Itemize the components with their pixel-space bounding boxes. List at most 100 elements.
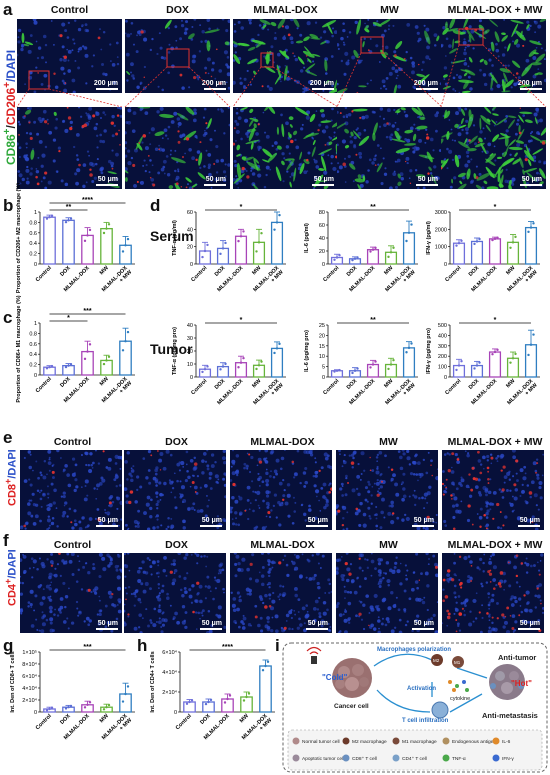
data-point: [460, 239, 463, 242]
data-point: [50, 214, 54, 217]
y-tick-label: 6×10⁴: [22, 673, 37, 680]
y-tick-label: 20: [319, 249, 325, 255]
data-point: [514, 235, 517, 239]
a-header-combo: MLMAL-DOX + MW: [447, 4, 543, 16]
data-point: [185, 702, 189, 705]
y-tick-label: 6×10⁴: [162, 649, 177, 656]
chart-d6: 0 100 200 300 400 500 IFN-γ (pg/mg pro) Control…: [426, 317, 540, 406]
x-tick-label: DOX: [59, 265, 72, 278]
y-axis-label: IL-6 (pg/mg pro): [304, 330, 310, 372]
y-tick-label: 80: [319, 210, 325, 216]
scale-bar: [312, 184, 334, 186]
x-tick-label: MW: [383, 378, 395, 390]
data-point: [121, 349, 125, 352]
y-tick-label: 1000: [435, 245, 447, 251]
x-tick-label: DOX: [59, 713, 72, 726]
data-point: [242, 699, 246, 702]
data-point: [206, 243, 209, 247]
significance-label: ***: [83, 644, 91, 651]
hot-label: "Hot": [511, 679, 532, 688]
bar: [366, 249, 380, 265]
bar: [488, 238, 502, 265]
chart-c: 0 0.2 0.4 0.6 0.8 1 Proportion of CD86+ M1 mac…: [16, 295, 135, 404]
bar: [506, 357, 520, 378]
y-axis-label: TNF-α (pg/ml): [172, 220, 178, 256]
row-label-serum: Serum: [150, 228, 194, 244]
y-tick-label: 0.8: [29, 220, 37, 226]
significance-label: **: [370, 204, 376, 211]
bar: [100, 359, 113, 376]
x-tick-label: MW: [239, 713, 251, 725]
data-point: [392, 358, 395, 362]
scale-bar: [412, 628, 434, 630]
bar: [119, 244, 132, 265]
zoom-line: [272, 66, 339, 108]
panel-label-d: d: [150, 196, 161, 215]
scale-bar: [520, 184, 542, 186]
data-point: [201, 370, 204, 374]
significance-label: *: [240, 317, 243, 324]
x-tick-label: MW: [99, 713, 111, 725]
data-point: [333, 258, 336, 261]
scale-bar-label: 200 μm: [201, 80, 226, 87]
x-tick-label: MW: [99, 376, 111, 388]
legend-swatch: [292, 737, 300, 745]
scale-bar: [306, 628, 328, 630]
data-point: [126, 237, 130, 241]
zoom-line: [124, 66, 168, 108]
x-tick-label: DOX: [214, 265, 227, 278]
m1-macrophage-icon: [452, 656, 464, 668]
e-header-mlmal-dox: MLMAL-DOX: [250, 436, 315, 448]
schematic-legend: Normal tumor cell M2 macrophage M1 macroph…: [292, 737, 514, 762]
scale-bar: [96, 525, 118, 527]
y-tick-label: 20: [187, 349, 193, 355]
panel-label-h: h: [137, 636, 148, 655]
cold-tumor-icon: [332, 658, 372, 698]
data-point: [69, 362, 73, 366]
data-point: [275, 221, 279, 224]
bar: [524, 226, 538, 265]
scale-bar: [96, 88, 118, 90]
data-point: [124, 244, 127, 247]
data-point: [509, 246, 512, 249]
row-label-tumor: Tumor: [150, 341, 193, 357]
scale-bar-label: 50 μm: [307, 620, 328, 627]
hot-tumor-icon: [489, 664, 525, 700]
legend-box: [287, 729, 543, 771]
scale-bar: [96, 628, 118, 630]
cold-label: "Cold": [322, 673, 348, 682]
y-tick-label: 10: [187, 362, 193, 368]
x-tick-label: MW: [505, 378, 517, 390]
y-axis-label: Int. Den of CD8+ T cells: [10, 651, 16, 712]
anti-tumor-label: Anti-tumor: [498, 653, 536, 662]
zoom-line: [336, 52, 362, 108]
data-point: [527, 230, 530, 234]
y-tick-label: 0: [190, 375, 193, 381]
bar: [119, 340, 132, 376]
data-point: [188, 700, 191, 704]
scale-bar-label: 200 μm: [517, 80, 542, 87]
bar: [234, 362, 248, 378]
bar: [183, 701, 196, 713]
data-point: [371, 248, 375, 251]
data-point: [405, 351, 408, 354]
y-tick-label: 3000: [435, 210, 447, 216]
y-tick-label: 25: [319, 323, 325, 329]
y-tick-label: 0.2: [29, 252, 37, 258]
y-tick-label: 0.2: [29, 363, 37, 369]
legend-swatch: [492, 737, 500, 745]
y-tick-label: 0: [444, 262, 447, 268]
a-top-image-mw: 200 μm: [337, 19, 442, 93]
data-point: [374, 360, 377, 363]
data-point: [478, 361, 481, 364]
y-tick-label: 15: [319, 344, 325, 350]
scale-bar-label: 50 μm: [307, 517, 328, 524]
y-tick-label: 0.4: [29, 352, 37, 358]
zoom-line: [232, 66, 262, 108]
data-point: [493, 350, 497, 354]
y-tick-label: 0: [444, 375, 447, 381]
scale-bar-label: 50 μm: [97, 176, 118, 183]
data-point: [278, 342, 281, 346]
x-tick-label: Control: [444, 265, 462, 283]
y-tick-label: 0: [34, 262, 37, 268]
